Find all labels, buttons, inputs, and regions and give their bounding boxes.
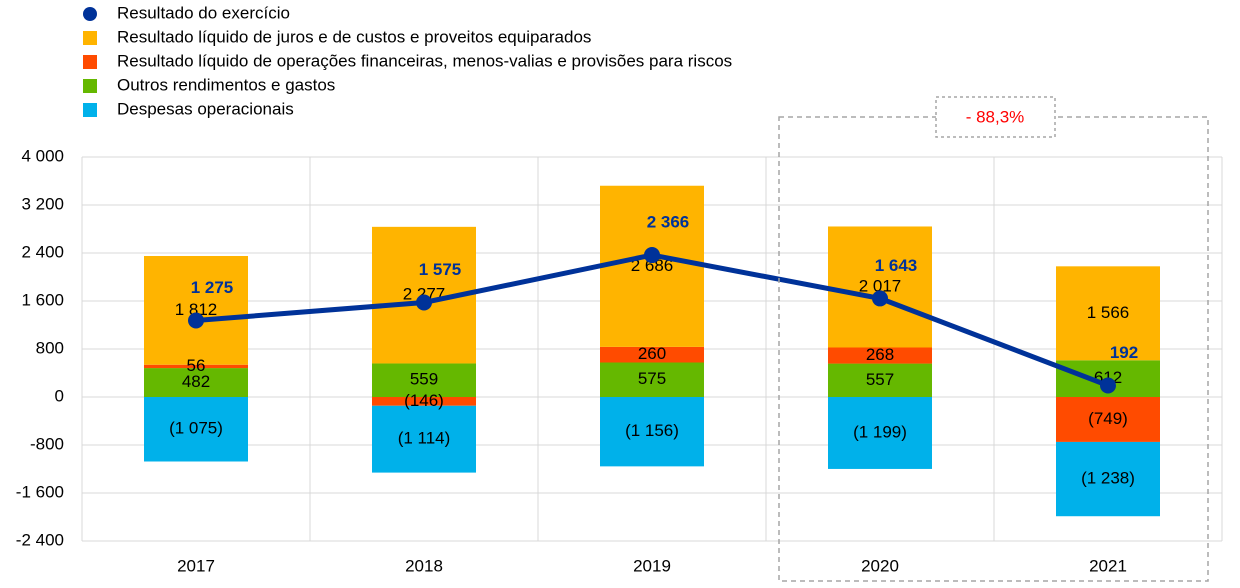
x-tick-label: 2019 [633,556,671,575]
data-label: (1 199) [853,422,907,441]
legend-marker [83,103,97,117]
data-label: (1 114) [398,429,451,448]
data-label: (1 075) [169,419,223,438]
x-tick-label: 2018 [405,556,443,575]
bar-segment [144,397,248,462]
legend-label: Resultado do exercício [117,3,290,22]
data-label: 1 566 [1087,303,1130,322]
line-label: 1 643 [875,256,918,275]
data-label: 260 [638,344,666,363]
line-label: 2 366 [647,213,690,232]
highlight-box [778,116,1209,582]
bar-segment [1056,441,1160,517]
annotation: - 88,3% [966,107,1025,126]
data-label: 2 686 [631,256,674,275]
line-label: 1 575 [419,260,462,279]
data-label: 557 [866,370,894,389]
data-label: 268 [866,345,894,364]
data-label: 2 017 [859,276,902,295]
y-tick-label: 800 [36,338,64,357]
legend-marker [83,55,97,69]
bar-segment [144,364,248,369]
overlay: 2017 2018 2019 2020 2021 Resultado do exercíc… [83,3,1138,575]
legend-label: Despesas operacionais [117,99,294,118]
bar-segment [828,363,932,397]
legend-marker [83,79,97,93]
y-tick-label: -2 400 [16,530,64,549]
data-label: (749) [1088,409,1128,428]
y-tick-label: 1 600 [21,290,64,309]
line-point [1100,377,1116,394]
bar-segment [828,347,932,364]
grid: -2 400 -1 600 -800 0 800 1 600 2 400 3 200 4 000 [16,146,1223,549]
bar-segment [600,397,704,467]
data-label: 1 812 [175,300,218,319]
line-point [872,290,888,307]
data-label: 575 [638,369,666,388]
x-tick-label: 2021 [1089,556,1127,575]
y-tick-label: 2 400 [21,242,64,261]
y-tick-label: 3 200 [21,194,64,213]
legend-marker [83,7,97,21]
line-point [188,312,204,329]
data-label: (146) [404,391,444,410]
data-label: (1 238) [1081,469,1135,488]
bar-segment [1056,397,1160,442]
legend-label: Resultado líquido de operações financeir… [117,51,732,70]
legend-label: Outros rendimentos e gastos [117,75,335,94]
bar-segment [144,368,248,397]
line-point [416,294,432,311]
bar-segment [600,346,704,363]
data-label: (1 156) [625,421,679,440]
y-tick-label: -800 [30,434,64,453]
y-tick-label: -1 600 [16,482,64,501]
bar-segment [828,397,932,469]
y-tick-label: 4 000 [21,146,64,165]
bar-segment [372,397,476,406]
bar-segment [1056,266,1160,361]
x-tick-label: 2020 [861,556,899,575]
bar-segment [144,256,248,365]
legend-label: Resultado líquido de juros e de custos e… [117,27,591,46]
annotation-box [935,96,1056,138]
bar-segment [372,363,476,397]
y-tick-label: 0 [55,386,64,405]
legend-marker [83,31,97,45]
data-label: 56 [187,356,206,375]
bar-segment [828,226,932,348]
bar-segment [600,185,704,347]
bar-segment [600,362,704,397]
bar-segment [372,405,476,473]
line-label: 192 [1110,343,1138,362]
data-label: 482 [182,372,210,391]
line-point [644,247,660,264]
data-label: 559 [410,370,438,389]
line-label: 1 275 [191,278,234,297]
x-tick-label: 2017 [177,556,215,575]
